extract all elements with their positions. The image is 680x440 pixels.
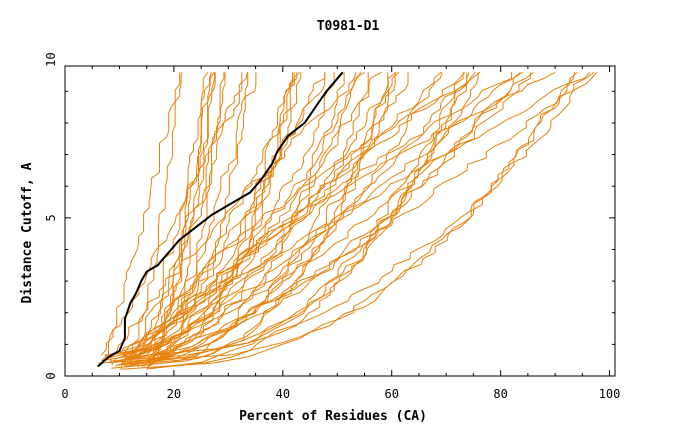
- y-axis-label: Distance Cutoff, A: [20, 162, 35, 303]
- model-curve: [106, 72, 295, 359]
- model-curve: [137, 72, 513, 367]
- model-curve: [122, 71, 476, 366]
- model-curve: [124, 72, 302, 367]
- model-curve: [144, 71, 481, 367]
- model-curve: [126, 71, 400, 368]
- x-axis: 0 20 40 60 80 100: [61, 66, 620, 401]
- model-curve: [125, 72, 212, 361]
- chart-title: T0981-D1: [317, 19, 380, 34]
- model-curve: [111, 72, 369, 369]
- model-curve: [140, 71, 442, 362]
- model-curve: [104, 71, 535, 356]
- model-curve: [119, 71, 591, 355]
- x-tick-label: 100: [599, 387, 621, 401]
- y-axis: 0 5 10: [44, 52, 615, 380]
- model-curve: [110, 71, 365, 364]
- model-curve: [109, 71, 598, 362]
- series-group: [98, 71, 598, 370]
- model-curve: [126, 72, 357, 361]
- model-curve: [115, 71, 521, 367]
- model-curve: [122, 72, 183, 357]
- model-curve: [122, 72, 249, 365]
- model-curve: [126, 71, 523, 359]
- x-axis-label: Percent of Residues (CA): [239, 409, 427, 424]
- x-tick-label: 40: [276, 387, 290, 401]
- model-curve: [104, 72, 362, 357]
- model-curve: [152, 72, 215, 357]
- model-curve: [154, 72, 226, 358]
- model-curve: [122, 71, 465, 357]
- model-curve: [129, 72, 216, 360]
- model-curve: [101, 72, 181, 356]
- x-tick-label: 60: [385, 387, 399, 401]
- model-curve: [127, 72, 396, 364]
- model-curve: [125, 72, 443, 360]
- model-curve: [116, 72, 345, 366]
- x-tick-label: 80: [493, 387, 507, 401]
- model-curve: [132, 72, 294, 366]
- x-tick-label: 0: [61, 387, 68, 401]
- model-curve: [141, 71, 578, 362]
- model-curve: [101, 72, 243, 361]
- highlight-group: [97, 71, 344, 368]
- y-tick-label: 10: [44, 52, 58, 66]
- model-curve: [151, 72, 464, 369]
- x-tick-label: 20: [167, 387, 181, 401]
- model-curve: [141, 71, 595, 367]
- model-curve: [147, 71, 556, 367]
- model-curve: [145, 72, 470, 370]
- model-curve: [114, 71, 300, 355]
- highlight-curve: [97, 71, 344, 368]
- model-curve: [146, 72, 257, 369]
- y-tick-label: 0: [44, 372, 58, 379]
- model-curve: [124, 71, 382, 362]
- model-curve: [98, 72, 479, 364]
- model-curve: [120, 72, 248, 370]
- y-tick-label: 5: [44, 214, 58, 221]
- model-curve: [154, 72, 468, 356]
- plot-frame: [64, 65, 616, 377]
